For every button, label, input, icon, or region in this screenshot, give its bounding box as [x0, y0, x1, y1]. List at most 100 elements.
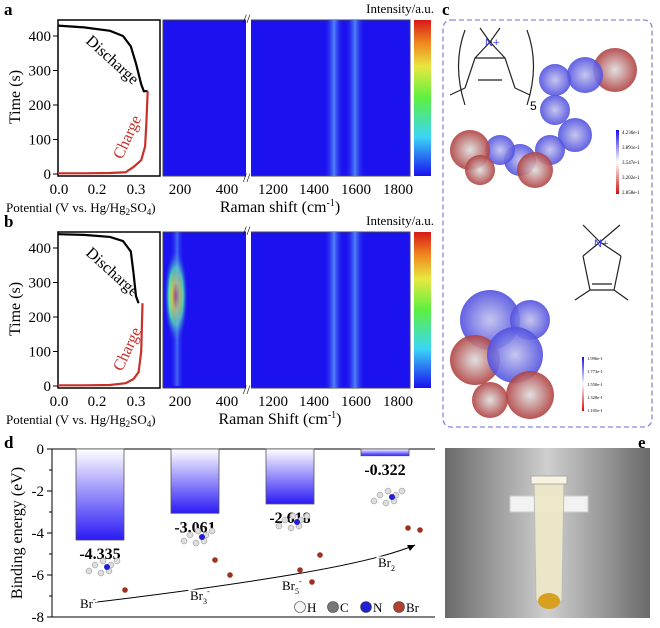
y-tick-label: 0 [37, 442, 45, 458]
dashed-box [442, 19, 653, 428]
series-discharge [57, 233, 140, 304]
panel-label: b [4, 212, 13, 231]
y-tick-label: -2 [32, 484, 45, 500]
bar-value-label: -4.335 [79, 546, 120, 563]
y-tick-label: -8 [32, 610, 45, 626]
panel-label: e [638, 433, 646, 452]
y-axis-label: Binding energy (eV) [9, 467, 26, 599]
legend-label: Br [406, 600, 420, 615]
hydrogen-atom [85, 567, 93, 575]
panel-label: d [4, 433, 14, 452]
x-tick-label: 0.2 [88, 182, 107, 198]
axis-break-mark: // [243, 11, 251, 26]
hydrogen-atom [289, 512, 297, 520]
y-tick-label: 200 [29, 310, 52, 326]
yellow-precipitate [538, 593, 560, 609]
raman-peak-band [324, 20, 344, 176]
x-tick-label: 0.3 [127, 182, 146, 198]
hydrogen-atom [384, 487, 392, 495]
esp-scale-label: 1.550e-1 [587, 382, 603, 387]
bromine-atom [212, 557, 218, 563]
esp-surface [517, 152, 553, 188]
y-tick-label: 100 [29, 345, 52, 361]
esp-scale-label: 2.858e-1 [622, 191, 640, 196]
colorbar-label: Intensity/a.u. [366, 1, 434, 16]
bar-value-label: -2.618 [269, 510, 310, 527]
esp-surface [593, 48, 637, 92]
heatmap-area [162, 231, 411, 389]
x-tick-label: 400 [216, 182, 239, 198]
y-tick-label: 400 [29, 241, 52, 257]
monomer-structure [574, 224, 629, 301]
discharge-label: Discharge [82, 32, 141, 88]
hydrogen-atom [99, 557, 107, 565]
series-discharge [57, 24, 148, 93]
axis-break [246, 18, 251, 178]
repeat-count: 5 [530, 99, 537, 113]
hydrogen-atom [192, 539, 200, 547]
species-label-Br5-: Br5- [282, 577, 302, 596]
monomer-structure [449, 27, 531, 96]
esp-surface [485, 135, 515, 165]
x-tick-label: 200 [169, 182, 192, 198]
species-label-Br3-: Br3- [190, 587, 210, 606]
plot-frame [57, 231, 161, 389]
hydrogen-atom [281, 516, 289, 524]
raman-peak-band [170, 232, 184, 386]
bromine-atom [297, 567, 303, 573]
y-tick-label: 300 [29, 276, 52, 292]
esp-surface [506, 371, 554, 419]
x-tick-label: 1600 [341, 394, 371, 410]
colorbar [414, 20, 431, 176]
hydrogen-atom [376, 491, 384, 499]
x-tick-label: 1400 [299, 182, 329, 198]
esp-surface [540, 95, 570, 125]
axis-break-mark: // [243, 223, 251, 238]
nitrogen-atom [389, 494, 395, 500]
x-axis-label: Raman shift (cm-1) [220, 198, 340, 216]
x-tick-label: 1600 [341, 182, 371, 198]
esp-scale-label: 1.328e-1 [587, 395, 603, 400]
nitrogen-atom [199, 534, 205, 540]
hydrogen-atom [91, 561, 99, 569]
hydrogen-atom [287, 524, 295, 532]
hydrogen-atom [180, 537, 188, 545]
axis-break-mark: // [243, 382, 251, 397]
legend-label: C [340, 600, 349, 615]
esp-scale-label: 3.547e-1 [622, 161, 640, 166]
tube-cap [530, 475, 568, 485]
bar-0 [75, 448, 125, 541]
x-tick-label: 0.0 [50, 182, 69, 198]
legend-c-icon [327, 601, 339, 613]
legend-n-icon [360, 601, 372, 613]
esp-scale-bar [616, 130, 619, 194]
x-tick-label: 1800 [383, 182, 413, 198]
bar-3 [360, 448, 410, 457]
esp-scale-bar [582, 357, 584, 411]
x-axis-label: Raman Shift (cm-1) [219, 410, 342, 428]
bar-value-label: -0.322 [364, 462, 405, 479]
bromine-atom [317, 552, 323, 558]
test-tube [533, 479, 565, 608]
legend-label: H [307, 600, 316, 615]
bar-value-label: -3.061 [174, 519, 215, 536]
arrow-head [407, 545, 415, 551]
esp-scale-label: 4.236e-1 [622, 131, 640, 136]
hydrogen-atom [398, 487, 406, 495]
trend-arrow [79, 544, 416, 605]
x-tick-label: 1800 [383, 394, 413, 410]
y-tick-label: 0 [44, 379, 52, 395]
bromine-atom [309, 579, 315, 585]
hydrogen-atom [208, 527, 216, 535]
esp-scale-label: 1.773e-1 [587, 369, 603, 374]
esp-scale-label: 1.105e-1 [587, 408, 603, 413]
panel-label: a [4, 0, 13, 19]
x-tick-label: 0.3 [127, 394, 146, 410]
esp-surface [472, 382, 508, 418]
y-axis-label: Time (s) [7, 282, 24, 336]
hydrogen-atom [382, 499, 390, 507]
bar-1 [170, 448, 220, 514]
y-axis-label: Time (s) [7, 70, 24, 124]
axis-break-mark: // [243, 170, 251, 185]
